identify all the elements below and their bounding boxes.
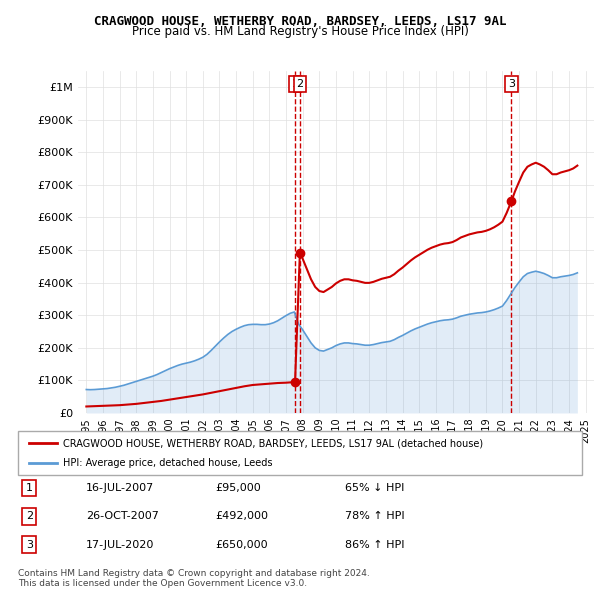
Text: 65% ↓ HPI: 65% ↓ HPI bbox=[345, 483, 404, 493]
Text: HPI: Average price, detached house, Leeds: HPI: Average price, detached house, Leed… bbox=[63, 458, 272, 467]
Text: CRAGWOOD HOUSE, WETHERBY ROAD, BARDSEY, LEEDS, LS17 9AL (detached house): CRAGWOOD HOUSE, WETHERBY ROAD, BARDSEY, … bbox=[63, 438, 483, 448]
Text: 1: 1 bbox=[26, 483, 33, 493]
Text: 2: 2 bbox=[296, 79, 304, 89]
Text: Price paid vs. HM Land Registry's House Price Index (HPI): Price paid vs. HM Land Registry's House … bbox=[131, 25, 469, 38]
Text: 3: 3 bbox=[508, 79, 515, 89]
Text: 16-JUL-2007: 16-JUL-2007 bbox=[86, 483, 154, 493]
Text: 1: 1 bbox=[292, 79, 299, 89]
Text: £492,000: £492,000 bbox=[215, 512, 268, 522]
Text: £95,000: £95,000 bbox=[215, 483, 261, 493]
Text: CRAGWOOD HOUSE, WETHERBY ROAD, BARDSEY, LEEDS, LS17 9AL: CRAGWOOD HOUSE, WETHERBY ROAD, BARDSEY, … bbox=[94, 15, 506, 28]
Text: £650,000: £650,000 bbox=[215, 540, 268, 550]
Text: 26-OCT-2007: 26-OCT-2007 bbox=[86, 512, 158, 522]
Text: 3: 3 bbox=[26, 540, 33, 550]
Text: This data is licensed under the Open Government Licence v3.0.: This data is licensed under the Open Gov… bbox=[18, 579, 307, 588]
Text: Contains HM Land Registry data © Crown copyright and database right 2024.: Contains HM Land Registry data © Crown c… bbox=[18, 569, 370, 578]
FancyBboxPatch shape bbox=[18, 431, 582, 475]
Text: 17-JUL-2020: 17-JUL-2020 bbox=[86, 540, 154, 550]
Text: 2: 2 bbox=[26, 512, 33, 522]
Text: 78% ↑ HPI: 78% ↑ HPI bbox=[345, 512, 405, 522]
Text: 86% ↑ HPI: 86% ↑ HPI bbox=[345, 540, 404, 550]
